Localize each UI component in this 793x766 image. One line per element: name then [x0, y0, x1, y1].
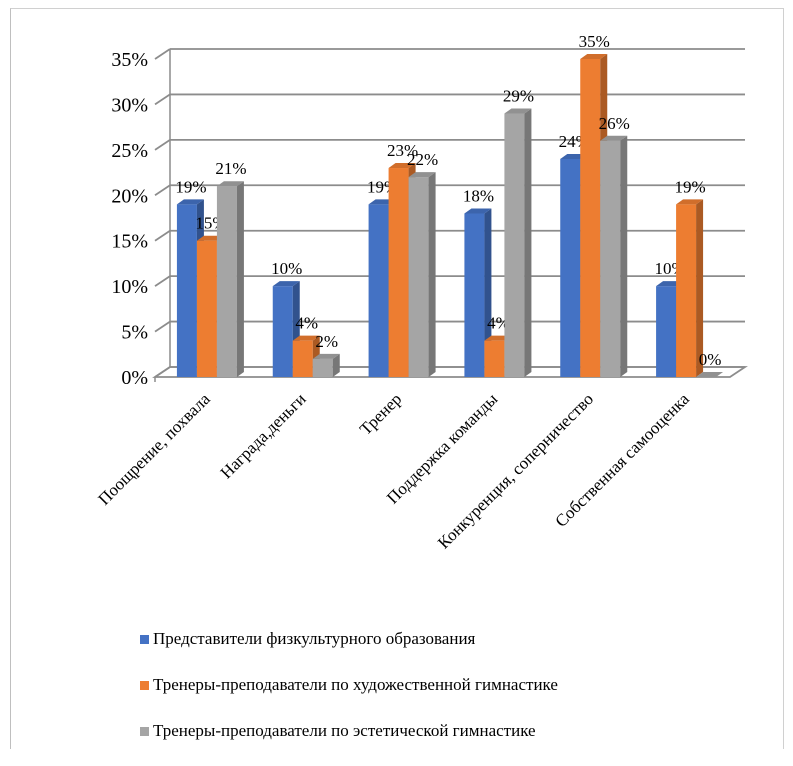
x-tick-label: Награда,деньги: [217, 389, 310, 482]
bar-top: [464, 208, 492, 214]
bar-side: [524, 108, 532, 377]
data-label: 19%: [674, 177, 705, 196]
bar-top: [600, 135, 628, 141]
bar-front: [216, 186, 237, 377]
bar-side: [332, 353, 340, 377]
bar-top: [272, 281, 300, 287]
gridline-side: [154, 184, 171, 197]
bar-top: [408, 172, 436, 178]
bar-front: [312, 358, 333, 377]
bar-front: [292, 340, 313, 377]
bar-front: [272, 286, 293, 377]
bar-front: [504, 113, 525, 377]
legend-label: Тренеры-преподаватели по эстетической ги…: [153, 721, 536, 740]
bar-front: [676, 204, 697, 377]
bar-front: [196, 240, 217, 377]
data-label: 4%: [295, 314, 318, 333]
gridline-side: [154, 139, 171, 151]
data-label: 19%: [175, 177, 206, 196]
bar-top: [504, 108, 532, 114]
bar-front: [368, 204, 389, 377]
bar-front: [388, 168, 409, 377]
data-label: 21%: [215, 159, 246, 178]
bar-side: [484, 208, 492, 377]
data-label: 22%: [407, 150, 438, 169]
data-label: 0%: [699, 350, 722, 369]
bar-side: [620, 135, 628, 377]
data-label: 35%: [579, 32, 610, 51]
bar-top: [312, 353, 340, 359]
bar-front: [464, 213, 485, 377]
x-tick-label: Конкуренция, соперничество: [434, 389, 597, 552]
bar-top: [580, 54, 608, 59]
gridline-side: [154, 48, 171, 60]
y-tick-label: 15%: [111, 231, 148, 253]
gridline-side: [154, 275, 171, 287]
bar-side: [696, 199, 704, 377]
chart-frame: [10, 8, 784, 749]
legend-label: Представители физкультурного образования: [153, 629, 476, 648]
bar-side: [428, 172, 436, 377]
floor: [152, 366, 748, 378]
bar-front: [560, 158, 581, 377]
data-label: 29%: [503, 87, 534, 106]
bar-chart: 0%5%10%15%20%25%30%35%19%15%21%Поощрение…: [94, 32, 748, 552]
y-tick-label: 35%: [111, 49, 148, 71]
data-label: 26%: [599, 114, 630, 133]
bar-side: [236, 181, 244, 377]
y-tick-label: 5%: [121, 322, 148, 344]
y-tick-label: 25%: [111, 140, 148, 162]
bar-front: [408, 177, 429, 377]
x-tick-label: Тренер: [356, 389, 405, 438]
data-label: 10%: [271, 259, 302, 278]
legend: Представители физкультурного образования…: [140, 628, 558, 766]
legend-item: Представители физкультурного образования: [140, 628, 558, 650]
bar-front: [484, 340, 505, 377]
legend-item: Тренеры-преподаватели по художественной …: [140, 674, 558, 696]
legend-swatch: [140, 726, 149, 736]
y-tick-label: 10%: [111, 276, 148, 298]
bar-front: [176, 204, 197, 377]
data-label: 4%: [487, 314, 510, 333]
bar-top: [216, 181, 244, 187]
gridline-side: [154, 93, 171, 106]
y-tick-label: 20%: [111, 185, 148, 207]
bar-front: [580, 59, 601, 377]
data-label: 2%: [315, 332, 338, 351]
legend-label: Тренеры-преподаватели по художественной …: [153, 675, 558, 694]
y-tick-label: 30%: [111, 94, 148, 116]
legend-swatch: [140, 634, 149, 644]
legend-item: Тренеры-преподаватели по эстетической ги…: [140, 720, 558, 742]
x-tick-label: Поощрение, похвала: [94, 389, 214, 509]
bar-front: [600, 140, 621, 377]
gridline-side: [154, 229, 171, 242]
bar-top: [696, 372, 724, 377]
bar-front: [656, 286, 677, 377]
bar-top: [388, 163, 416, 169]
data-label: 23%: [387, 141, 418, 160]
data-label: 18%: [463, 186, 494, 205]
bar-top: [676, 199, 704, 205]
y-tick-label: 0%: [121, 367, 148, 389]
bar-top: [176, 199, 204, 205]
bar-top: [292, 335, 320, 341]
gridline-side: [154, 320, 171, 333]
legend-swatch: [140, 680, 149, 690]
